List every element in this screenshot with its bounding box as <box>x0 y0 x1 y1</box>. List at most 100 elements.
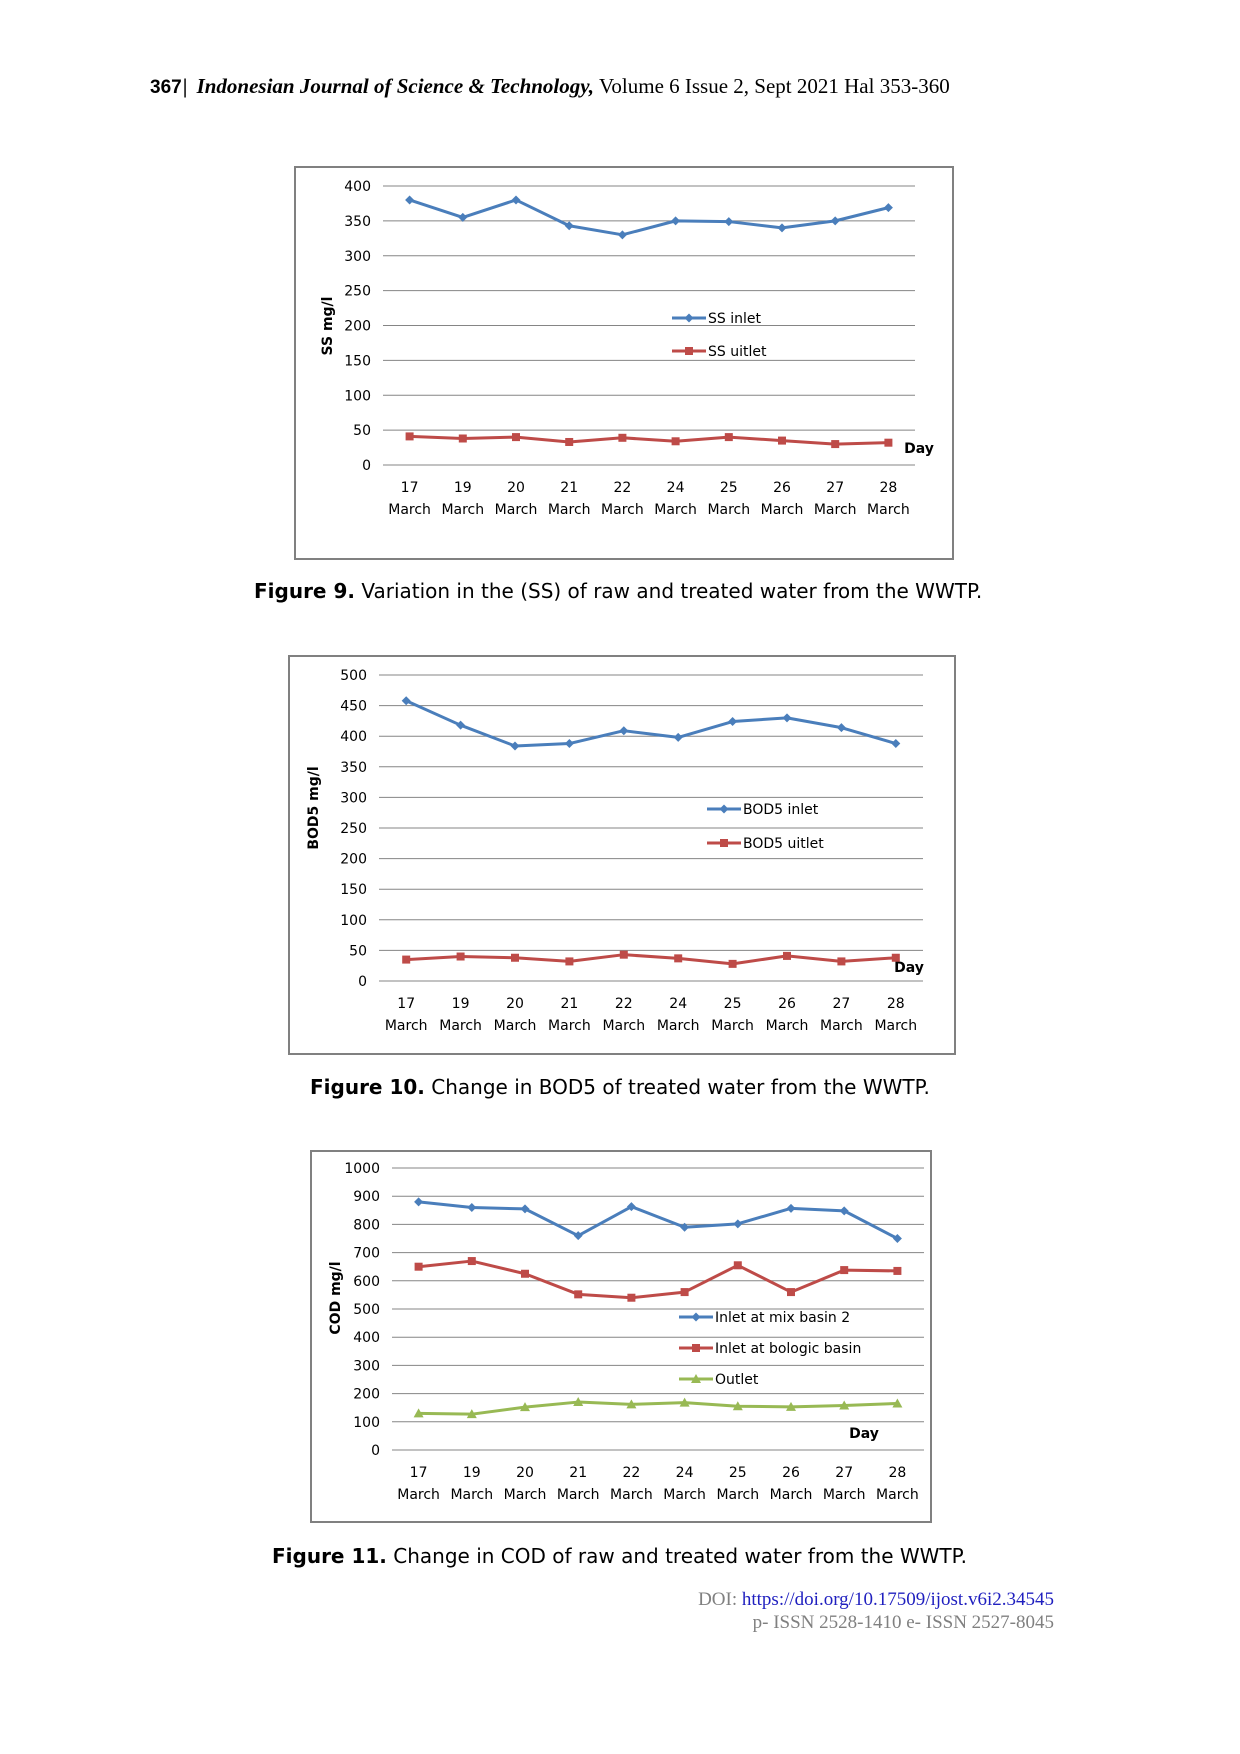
data-point <box>837 957 846 966</box>
x-tick-month: March <box>495 502 538 518</box>
x-tick-day: 20 <box>507 480 525 496</box>
data-point <box>511 953 519 962</box>
header-separator: | <box>182 74 188 98</box>
figure-11-caption-text: Change in COD of raw and treated water f… <box>393 1544 967 1568</box>
x-tick-month: March <box>716 1487 759 1503</box>
x-tick-day: 26 <box>778 996 796 1012</box>
x-tick-month: March <box>388 502 431 518</box>
data-point <box>728 959 737 968</box>
data-point <box>892 1234 902 1243</box>
x-tick-day: 25 <box>720 480 738 496</box>
y-tick-label: 500 <box>353 1302 380 1318</box>
y-tick-label: 400 <box>344 179 371 195</box>
legend-label-2: Outlet <box>715 1372 759 1388</box>
y-tick-label: 450 <box>340 699 367 715</box>
data-point <box>413 1408 424 1418</box>
x-tick-month: March <box>601 502 644 518</box>
x-tick-month: March <box>441 502 484 518</box>
y-axis-label: BOD5 mg/l <box>306 766 322 849</box>
figure-9-chart: 0 50 100 150 200 250 300 350 400 17 March 19 March 20… <box>294 166 954 560</box>
data-point <box>466 1409 477 1419</box>
y-tick-label: 400 <box>340 729 367 745</box>
x-axis-label: Day <box>904 441 934 457</box>
x-tick-month: March <box>876 1487 919 1503</box>
figure-10-caption: Figure 10. Change in BOD5 of treated wat… <box>310 1075 930 1099</box>
y-tick-label: 500 <box>340 668 367 684</box>
figure-10-caption-label: Figure 10. <box>310 1075 425 1099</box>
data-point <box>512 433 520 442</box>
x-tick-month: March <box>820 1018 863 1034</box>
x-tick-day: 21 <box>560 480 578 496</box>
legend-marker-1 <box>685 347 693 355</box>
legend-marker-0 <box>684 313 694 323</box>
data-point <box>884 438 893 447</box>
data-point <box>618 433 627 442</box>
y-tick-label: 0 <box>362 458 371 474</box>
data-point <box>839 1400 850 1410</box>
data-point <box>724 433 733 442</box>
x-tick-month: March <box>450 1487 493 1503</box>
data-point <box>786 1401 796 1411</box>
data-point <box>574 1290 583 1299</box>
x-tick-day: 19 <box>452 996 470 1012</box>
y-tick-label: 50 <box>349 943 367 959</box>
x-tick-month: March <box>548 1018 591 1034</box>
data-point <box>405 432 414 441</box>
x-tick-month: March <box>663 1487 706 1503</box>
series-line-2 <box>418 1400 898 1416</box>
data-point <box>883 203 893 213</box>
data-point <box>564 221 574 231</box>
doi-link[interactable]: https://doi.org/10.17509/ijost.v6i2.3454… <box>741 1589 1054 1610</box>
y-tick-label: 150 <box>340 882 367 898</box>
data-point <box>565 437 574 446</box>
data-point <box>733 1261 742 1270</box>
data-point <box>520 1204 530 1214</box>
x-tick-day: 26 <box>782 1465 800 1481</box>
y-tick-label: 0 <box>358 974 367 990</box>
x-tick-month: March <box>654 502 697 518</box>
x-tick-day: 19 <box>454 480 472 496</box>
doi-line: DOI: https://doi.org/10.17509/ijost.v6i2… <box>698 1588 1054 1611</box>
data-point <box>467 1257 476 1266</box>
data-point <box>724 217 734 227</box>
figure-9-caption-text: Variation in the (SS) of raw and treated… <box>361 579 983 603</box>
data-point <box>778 436 786 445</box>
data-point <box>673 732 683 742</box>
data-point <box>564 739 574 749</box>
x-tick-month: March <box>867 502 910 518</box>
x-tick-day: 17 <box>410 1465 428 1481</box>
y-tick-label: 300 <box>340 790 367 806</box>
data-point <box>401 696 411 706</box>
chart-frame <box>288 655 956 1055</box>
legend-marker-0 <box>719 804 729 814</box>
x-tick-day: 27 <box>826 480 844 496</box>
x-axis-label: Day <box>849 1426 879 1442</box>
data-point <box>893 1266 902 1275</box>
data-point <box>891 953 900 962</box>
issn-line: p- ISSN 2528-1410 e- ISSN 2527-8045 <box>752 1612 1054 1633</box>
x-tick-day: 22 <box>613 480 631 496</box>
x-tick-day: 17 <box>401 480 419 496</box>
x-axis-label: Day <box>894 960 924 976</box>
y-tick-label: 900 <box>353 1189 380 1205</box>
y-tick-label: 250 <box>340 821 367 837</box>
legend-marker-1 <box>692 1344 700 1352</box>
x-tick-month: March <box>657 1018 700 1034</box>
figure-9-caption: Figure 9. Variation in the (SS) of raw a… <box>254 579 982 603</box>
data-point <box>830 216 840 226</box>
data-point <box>786 1203 796 1213</box>
data-point <box>733 1219 743 1229</box>
journal-title: Indonesian Journal of Science & Technolo… <box>196 74 595 98</box>
y-tick-label: 150 <box>344 353 371 369</box>
y-tick-label: 200 <box>344 319 371 335</box>
y-tick-label: 0 <box>371 1443 380 1459</box>
data-point <box>782 713 792 723</box>
figure-10-chart: 0 50 100 150 200 250 300 350 400 450 500 17 March 19 M… <box>288 655 956 1055</box>
x-tick-day: 24 <box>669 996 687 1012</box>
legend-label-1: Inlet at bologic basin <box>715 1341 861 1357</box>
x-tick-day: 28 <box>888 1465 906 1481</box>
data-point <box>573 1397 584 1407</box>
data-point <box>787 1288 795 1297</box>
y-tick-label: 100 <box>340 913 367 929</box>
x-tick-day: 17 <box>397 996 415 1012</box>
